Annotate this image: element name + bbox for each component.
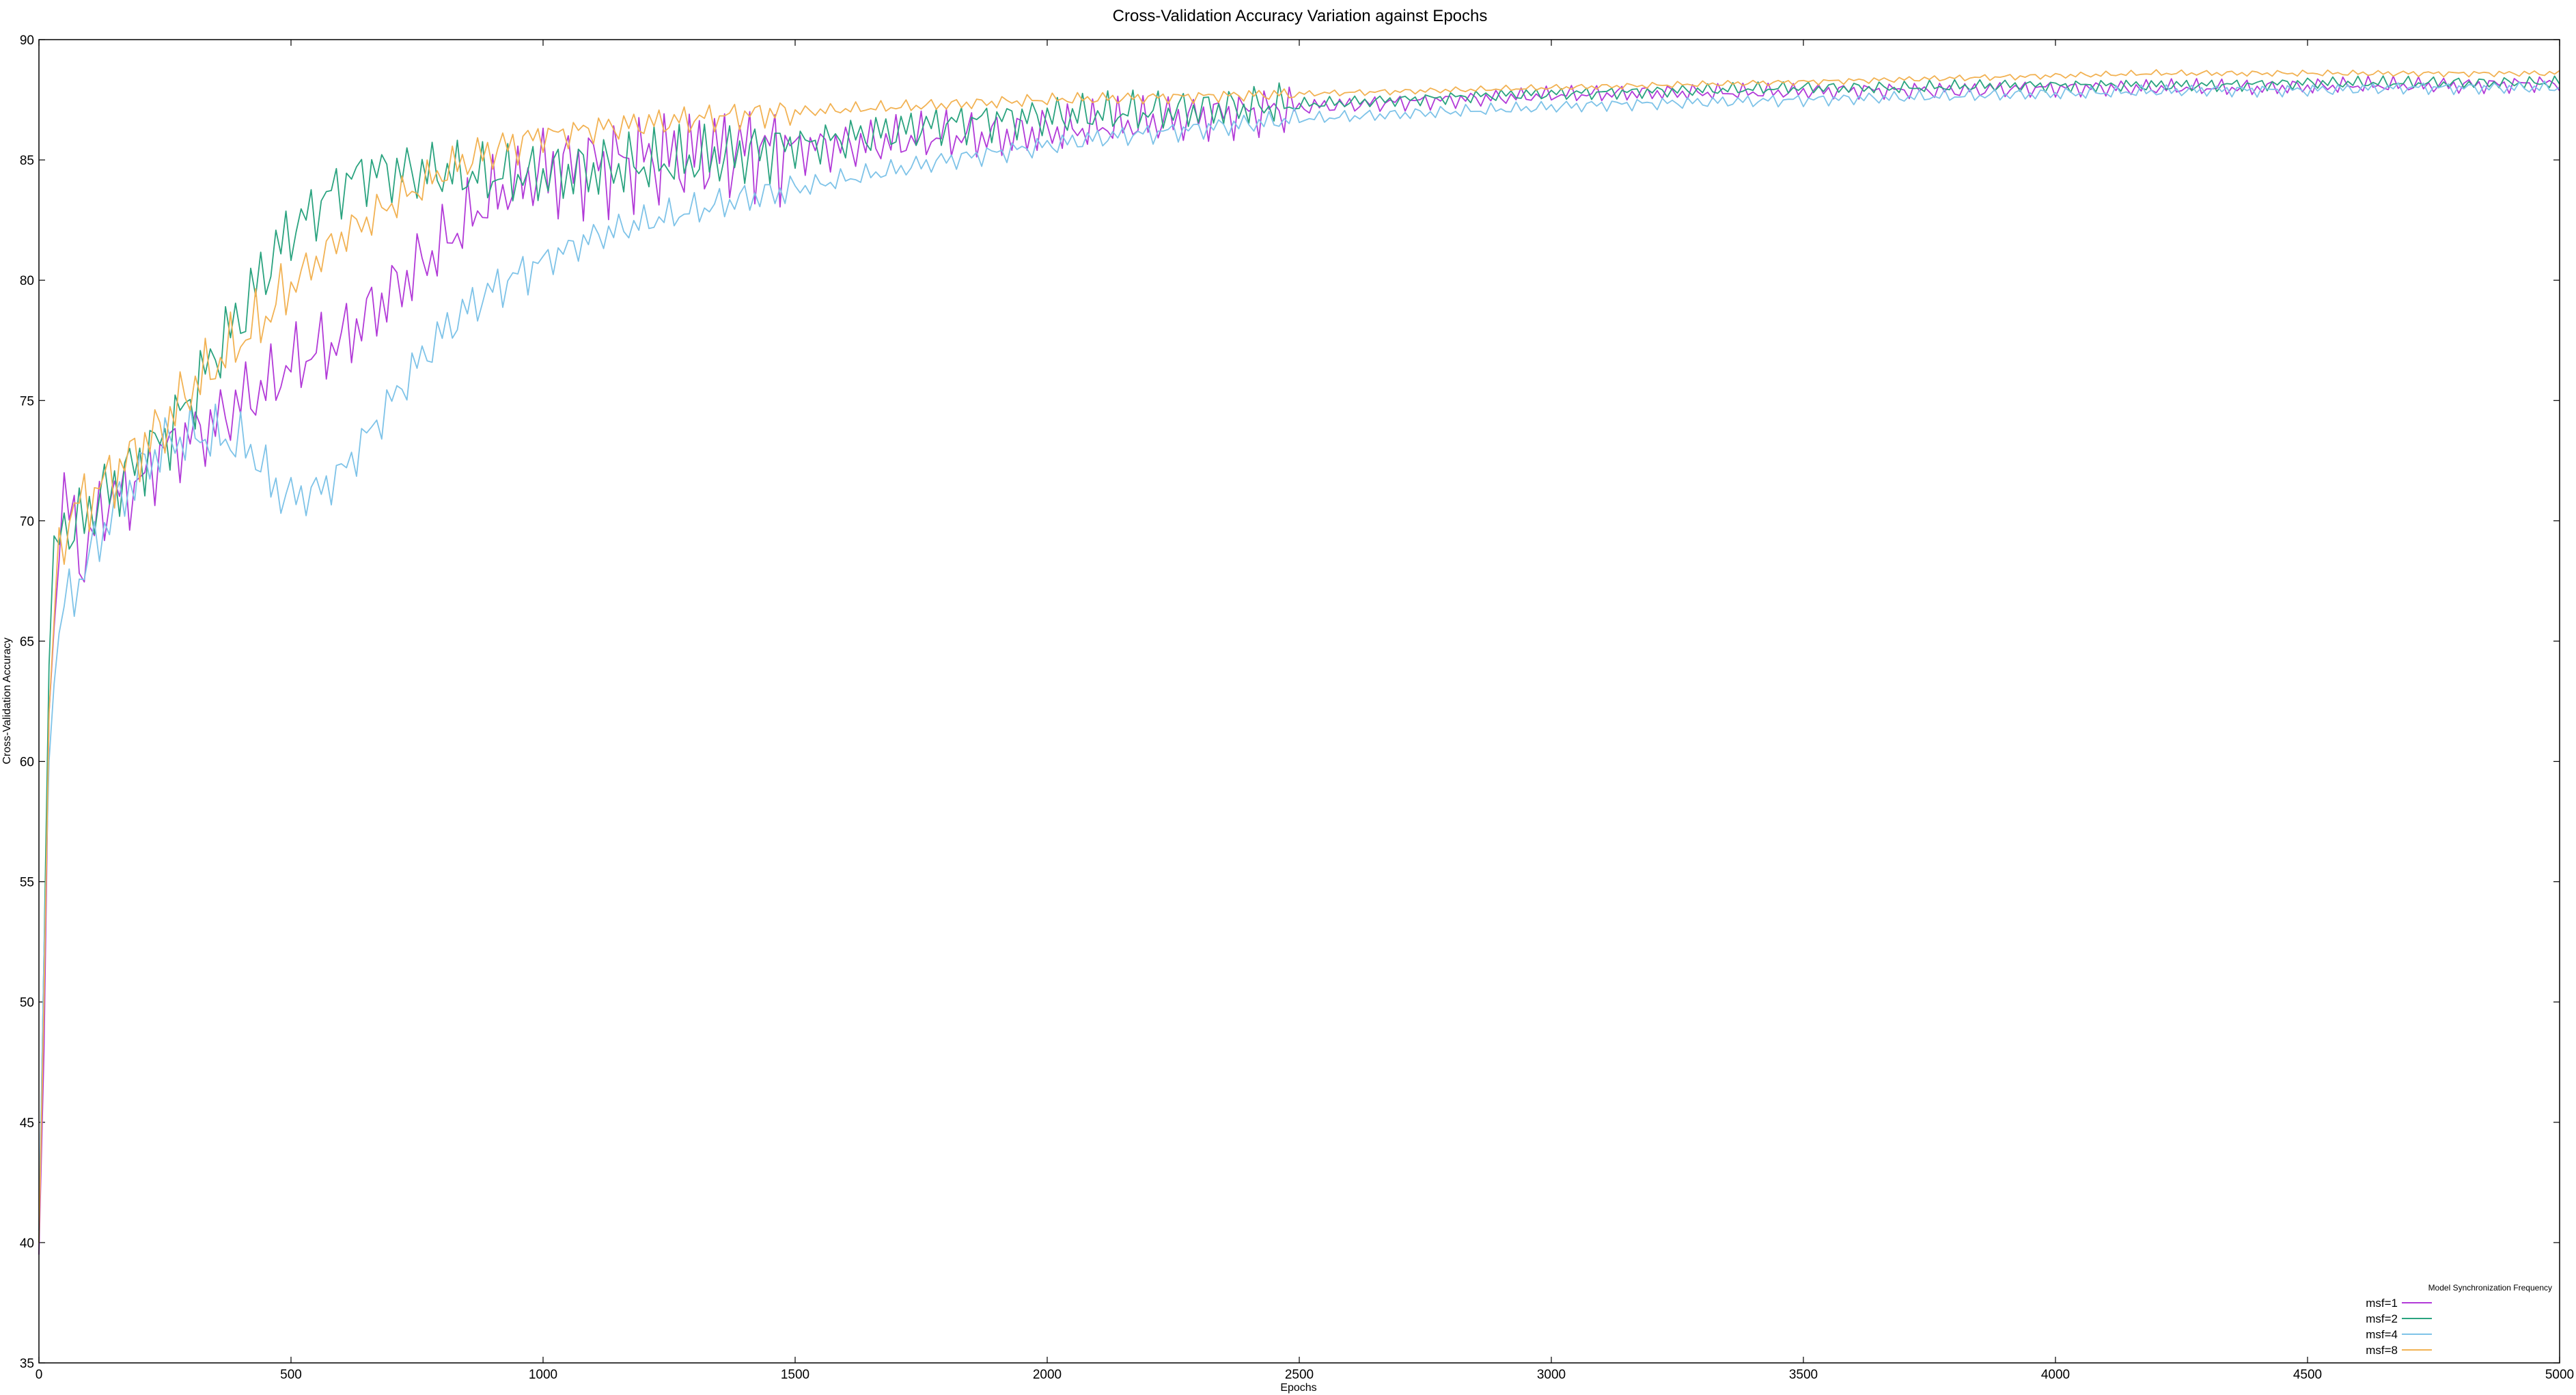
- series-line-msf=2: [38, 75, 2560, 1243]
- tick-layer: 0 500 1000 1500 2000 2500 3000 3500 4000 4500 5000…: [20, 33, 2574, 1382]
- x-axis-label: Epochs: [1280, 1382, 1316, 1394]
- legend: Model Synchronization Frequency msf=1msf…: [2366, 1283, 2552, 1357]
- x-tick-label: 2000: [1033, 1368, 1062, 1382]
- x-tick-label: 1000: [529, 1368, 557, 1382]
- y-tick-label: 50: [20, 996, 34, 1010]
- x-tick-label: 4500: [2293, 1368, 2322, 1382]
- y-tick-label: 75: [20, 394, 34, 409]
- x-tick-label: 1500: [781, 1368, 809, 1382]
- y-tick-label: 40: [20, 1237, 34, 1251]
- y-tick-label: 85: [20, 154, 34, 168]
- legend-title: Model Synchronization Frequency: [2428, 1283, 2552, 1293]
- legend-entries: msf=1 msf=2 msf=4 msf=8: [2366, 1297, 2432, 1357]
- series-layer: [38, 69, 2560, 1255]
- x-tick-label: 4000: [2041, 1368, 2070, 1382]
- y-tick-label: 45: [20, 1116, 34, 1131]
- legend-entry: msf=4: [2366, 1328, 2432, 1341]
- legend-entry: msf=1: [2366, 1297, 2432, 1310]
- y-tick-label: 35: [20, 1357, 34, 1371]
- legend-entry-label: msf=1: [2366, 1297, 2398, 1310]
- x-tick-label: 5000: [2545, 1368, 2574, 1382]
- legend-entry-label: msf=8: [2366, 1344, 2398, 1357]
- x-tick-label: 2500: [1285, 1368, 1314, 1382]
- legend-entry-label: msf=4: [2366, 1328, 2398, 1341]
- x-tick-label: 3500: [1789, 1368, 1818, 1382]
- y-tick-label: 70: [20, 514, 34, 529]
- series-line-msf=1: [38, 75, 2560, 1255]
- legend-entry-label: msf=2: [2366, 1312, 2398, 1325]
- x-tick-label: 0: [36, 1368, 43, 1382]
- legend-entry: msf=8: [2366, 1344, 2432, 1357]
- legend-entry: msf=2: [2366, 1312, 2432, 1325]
- y-tick-label: 60: [20, 756, 34, 770]
- y-tick-label: 90: [20, 33, 34, 48]
- y-axis-label: Cross-Validation Accuracy: [1, 637, 13, 764]
- y-tick-label: 55: [20, 876, 34, 890]
- x-tick-label: 500: [280, 1368, 302, 1382]
- series-line-msf=8: [38, 69, 2560, 1243]
- chart-title: Cross-Validation Accuracy Variation agai…: [1113, 7, 1488, 25]
- y-tick-label: 65: [20, 635, 34, 649]
- y-tick-label: 80: [20, 274, 34, 288]
- plot-frame: [38, 39, 2560, 1364]
- x-tick-label: 3000: [1537, 1368, 1566, 1382]
- series-line-msf=4: [38, 80, 2560, 1231]
